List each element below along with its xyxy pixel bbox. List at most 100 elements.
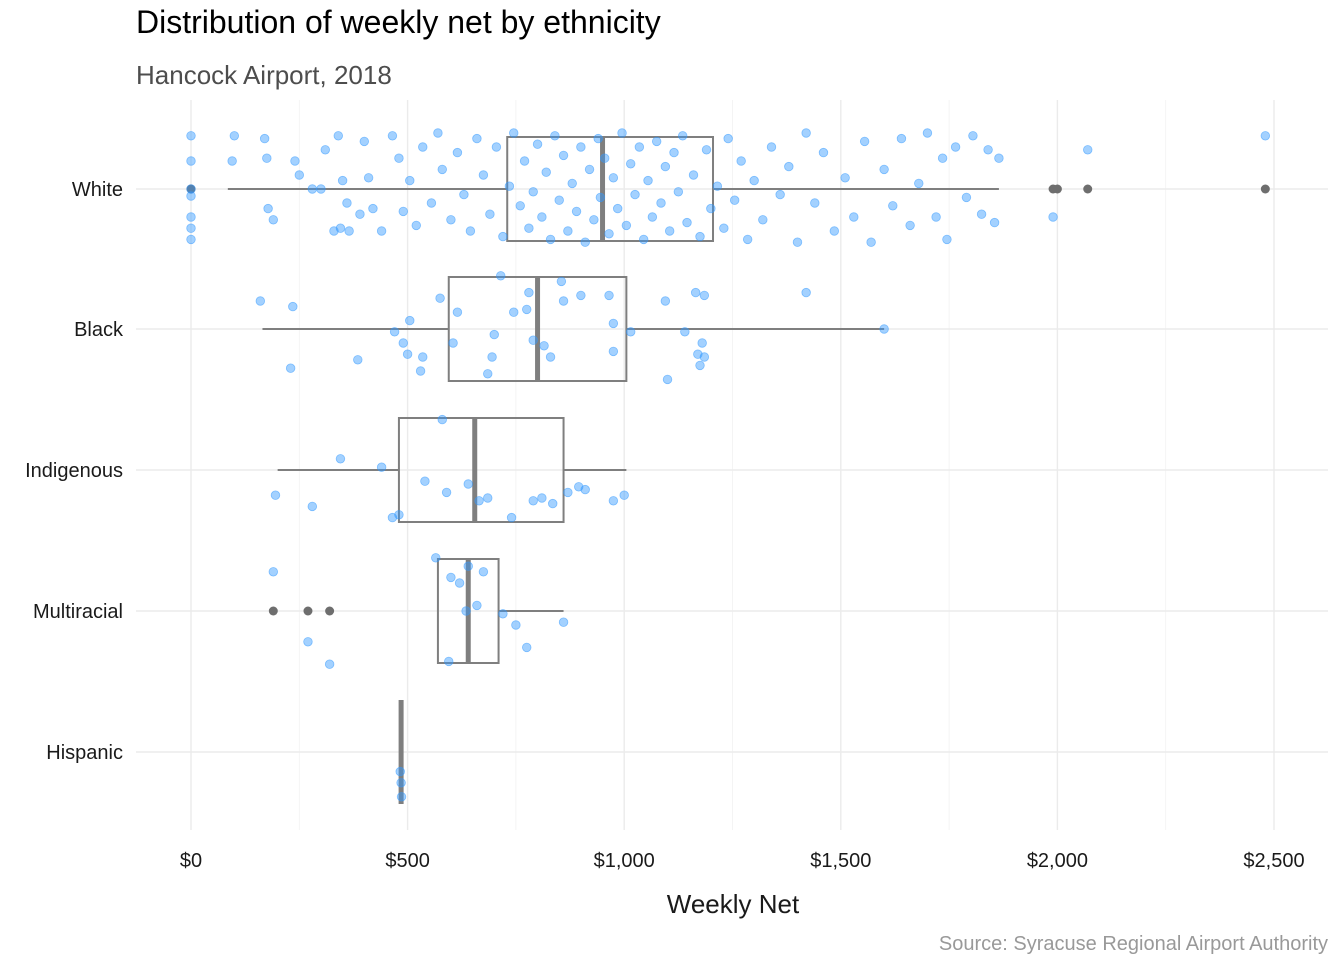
data-point [418,352,428,362]
data-point [522,304,532,315]
y-tick-label: Multiracial [33,601,123,623]
data-point [664,226,675,236]
data-point [398,206,408,217]
data-point [968,131,978,141]
data-point [634,142,645,152]
data-point [335,454,346,464]
data-point [528,335,538,345]
chart-title: Distribution of weekly net by ethnicity [136,4,661,40]
data-point [829,226,840,236]
data-point [498,231,508,242]
outlier-point [186,184,196,194]
data-point [426,198,437,208]
data-point [690,287,701,298]
data-point [660,161,671,172]
data-point [294,170,305,180]
data-point [669,147,679,158]
data-point [775,189,785,200]
data-point [840,173,850,183]
data-point [673,187,684,197]
data-point [896,133,907,144]
data-point [186,184,196,194]
data-point [498,609,508,619]
data-point [368,203,378,214]
y-tick-label: Indigenous [25,460,123,482]
data-point [643,175,653,186]
data-point [558,617,569,627]
data-point [937,153,948,163]
data-point [931,212,941,222]
x-tick-label: $0 [180,850,202,872]
data-point [335,223,346,233]
data-point [567,178,577,189]
data-point [387,131,398,141]
data-point [506,512,517,523]
data-point [548,498,558,509]
data-point [415,366,426,376]
data-point [1260,131,1271,141]
data-point [435,293,445,303]
data-point [541,167,551,177]
data-point [604,229,614,239]
outlier-point [1083,184,1093,194]
data-point [1048,212,1058,222]
data-point [186,212,196,222]
data-point [914,178,924,189]
data-point [437,414,447,425]
data-point [625,159,636,169]
data-point [524,223,534,233]
data-point [324,659,335,669]
data-point [537,493,547,503]
data-point [556,276,567,287]
data-point [712,181,723,191]
data-point [394,153,404,163]
box-iqr [397,417,565,523]
jitter-points [186,128,1271,802]
data-point [961,192,972,203]
data-point [742,234,753,245]
data-point [950,142,961,152]
outlier-point [268,606,278,616]
x-axis-label: Weekly Net [667,889,800,919]
data-point [418,142,428,152]
data-point [485,209,495,219]
data-point [677,131,688,141]
data-point [888,201,898,211]
data-point [448,338,458,348]
data-point [680,327,690,337]
data-point [395,766,405,777]
data-point [433,128,443,138]
data-point [394,510,404,520]
data-point [496,271,506,281]
data-point [608,346,619,357]
data-point [316,184,326,194]
data-point [186,234,196,245]
data-point [723,133,733,144]
data-point [524,287,534,298]
data-point [528,496,538,506]
data-point [441,487,452,498]
data-point [608,496,619,506]
data-point [719,223,729,233]
data-point [333,131,343,141]
data-point [483,493,493,503]
data-point [989,217,1000,228]
data-point [259,133,270,144]
data-point [625,327,636,337]
data-point [472,133,482,144]
data-point [389,327,400,337]
data-point [695,231,705,242]
data-point [509,128,519,138]
data-point [519,156,530,166]
data-point [437,164,447,175]
data-point [452,147,463,158]
data-point [749,175,759,186]
boxes [186,136,1270,804]
data-point [452,307,463,317]
data-point [660,296,671,306]
data-point [402,349,413,359]
data-point [866,237,876,247]
data-point [595,192,606,203]
data-point [342,198,352,208]
